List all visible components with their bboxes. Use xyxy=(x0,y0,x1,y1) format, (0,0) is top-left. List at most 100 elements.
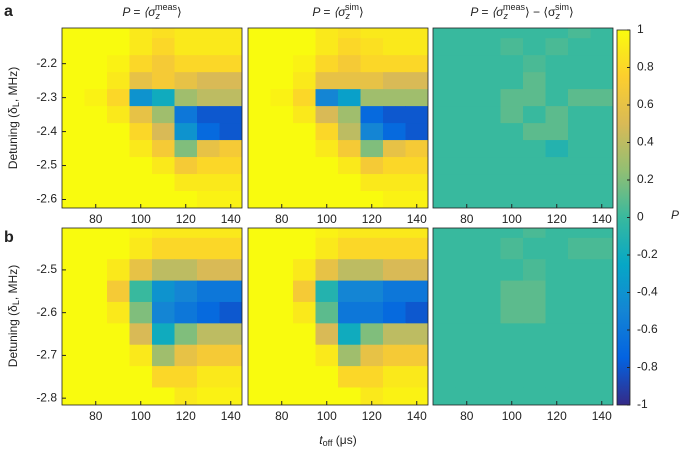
heatmap-cell xyxy=(197,140,220,158)
heatmap-cell xyxy=(478,55,501,73)
heatmap-cell xyxy=(219,301,242,324)
heatmap-cell xyxy=(455,157,479,175)
heatmap-cell xyxy=(129,106,153,124)
heatmap-cell xyxy=(315,72,339,90)
heatmap-cell xyxy=(590,174,613,192)
heatmap-cell xyxy=(293,140,316,158)
heatmap-cell xyxy=(590,123,613,141)
heatmap-cell xyxy=(338,89,361,107)
heatmap-cell xyxy=(405,174,428,192)
heatmap-cell xyxy=(568,140,591,158)
panel-frame xyxy=(432,227,614,406)
heatmap-cell xyxy=(84,228,108,239)
x-tick-label: 100 xyxy=(131,409,151,423)
heatmap-cell xyxy=(478,259,501,282)
colorbar-tick-label: 0.8 xyxy=(637,60,654,74)
heatmap-cell xyxy=(360,228,384,239)
heatmap-cell xyxy=(174,157,198,175)
x-tick-label: 140 xyxy=(592,212,612,226)
heatmap-cell xyxy=(360,174,384,192)
heatmap-cell xyxy=(338,387,361,405)
heatmap-cell xyxy=(455,140,479,158)
heatmap-cell xyxy=(293,301,316,324)
heatmap-cell xyxy=(590,191,613,208)
heatmap-cell xyxy=(523,55,546,73)
y-tick-label: -2.2 xyxy=(36,56,57,70)
heatmap-cell xyxy=(433,38,456,56)
heatmap-cell xyxy=(478,174,501,192)
heatmap-cell xyxy=(433,157,456,175)
heatmap-cell xyxy=(500,237,524,260)
heatmap-cell xyxy=(338,174,361,192)
heatmap-cell xyxy=(360,38,384,56)
heatmap-cell xyxy=(62,28,85,39)
panel-title: P = ⟨σzsim⟩ xyxy=(312,2,363,21)
heatmap xyxy=(62,228,242,405)
heatmap-cell xyxy=(270,191,294,208)
heatmap-cell xyxy=(433,89,456,107)
heatmap-cell xyxy=(219,123,242,141)
heatmap-cell xyxy=(590,259,613,282)
heatmap-cell xyxy=(129,55,153,73)
heatmap-cell xyxy=(523,38,546,56)
heatmap-cell xyxy=(338,140,361,158)
y-tick-label: -2.5 xyxy=(36,262,57,276)
heatmap-cell xyxy=(293,89,316,107)
heatmap-cell xyxy=(219,28,242,39)
heatmap-cell xyxy=(129,28,153,39)
heatmap-cell xyxy=(107,301,130,324)
colorbar-tick-label: 0.4 xyxy=(637,135,654,149)
y-tick-label: -2.8 xyxy=(36,390,57,404)
heatmap-cell xyxy=(478,366,501,388)
heatmap-cell xyxy=(590,344,613,367)
heatmap-cell xyxy=(383,259,406,282)
heatmap-cell xyxy=(270,38,294,56)
heatmap-cell xyxy=(405,123,428,141)
heatmap-cell xyxy=(84,280,108,303)
heatmap-cell xyxy=(219,387,242,405)
heatmap-cell xyxy=(523,140,546,158)
heatmap-cell xyxy=(270,106,294,124)
heatmap-cell xyxy=(455,387,479,405)
heatmap-cell xyxy=(568,191,591,208)
heatmap-cell xyxy=(107,106,130,124)
heatmap-cell xyxy=(523,191,546,208)
heatmap-cell xyxy=(293,323,316,346)
heatmap-cell xyxy=(107,123,130,141)
heatmap-cell xyxy=(84,55,108,73)
heatmap-cell xyxy=(455,344,479,367)
heatmap-cell xyxy=(500,280,524,303)
heatmap-cell xyxy=(152,280,175,303)
heatmap-cell xyxy=(360,280,384,303)
heatmap-cell xyxy=(129,237,153,260)
heatmap-cell xyxy=(545,344,569,367)
heatmap-cell xyxy=(62,237,85,260)
heatmap-cell xyxy=(545,140,569,158)
heatmap-cell xyxy=(590,280,613,303)
heatmap-cell xyxy=(568,89,591,107)
y-axis-label: Detuning (δL, MHz) xyxy=(6,265,21,367)
heatmap-cell xyxy=(62,280,85,303)
heatmap-cell xyxy=(248,387,271,405)
heatmap-cell xyxy=(293,157,316,175)
heatmap-cell xyxy=(293,387,316,405)
heatmap-cell xyxy=(219,106,242,124)
heatmap-cell xyxy=(568,106,591,124)
heatmap-cell xyxy=(545,228,569,239)
heatmap-cell xyxy=(590,301,613,324)
heatmap-cell xyxy=(62,106,85,124)
heatmap-cell xyxy=(129,387,153,405)
panel-title: P = ⟨σzmeas⟩ − ⟨σzsim⟩ xyxy=(470,2,573,21)
heatmap-cell xyxy=(500,55,524,73)
heatmap-cell xyxy=(152,123,175,141)
heatmap-cell xyxy=(383,237,406,260)
heatmap-cell xyxy=(433,28,456,39)
heatmap-cell xyxy=(433,123,456,141)
heatmap-cell xyxy=(405,344,428,367)
heatmap-cell xyxy=(360,106,384,124)
heatmap-cell xyxy=(219,191,242,208)
heatmap-cell xyxy=(478,157,501,175)
heatmap-cell xyxy=(107,55,130,73)
heatmap-cell xyxy=(523,123,546,141)
heatmap-cell xyxy=(293,228,316,239)
